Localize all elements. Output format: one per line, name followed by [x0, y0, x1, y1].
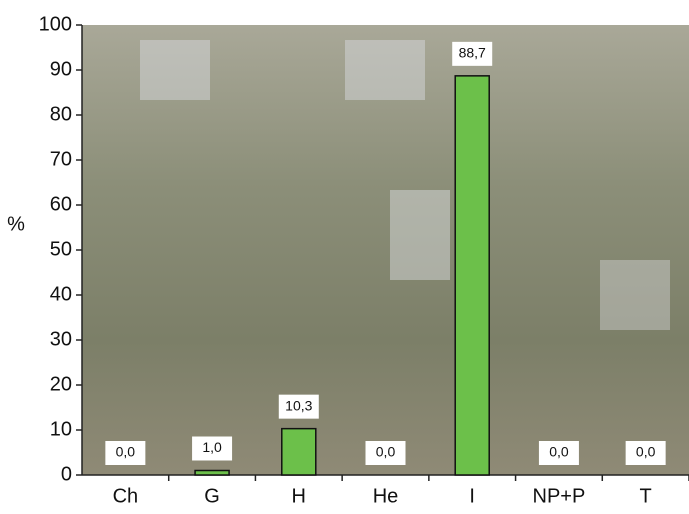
photo-highlight — [345, 40, 425, 100]
value-label-box — [538, 441, 579, 465]
y-tick-label: 40 — [50, 283, 72, 305]
photo-highlight — [600, 260, 670, 330]
y-tick-label: 0 — [61, 463, 72, 485]
bar — [454, 75, 490, 476]
x-tick-label: H — [292, 485, 306, 507]
x-tick-label: He — [373, 485, 399, 507]
y-tick-label: 90 — [50, 58, 72, 80]
value-label: 88,7 — [459, 45, 486, 61]
value-label-box — [105, 441, 146, 465]
y-axis-label: % — [7, 213, 25, 235]
value-label: 0,0 — [116, 444, 136, 460]
bar — [194, 469, 230, 476]
y-tick-label: 100 — [39, 13, 72, 35]
y-tick-label: 20 — [50, 373, 72, 395]
value-label-box — [365, 441, 406, 465]
value-label: 10,3 — [285, 397, 312, 413]
value-label: 1,0 — [202, 439, 222, 455]
value-label: 0,0 — [549, 444, 569, 460]
y-tick-label: 80 — [50, 103, 72, 125]
y-tick-label: 60 — [50, 193, 72, 215]
photo-highlight — [390, 190, 450, 280]
x-tick-label: NP+P — [533, 485, 586, 507]
y-tick-label: 70 — [50, 148, 72, 170]
value-label: 0,0 — [636, 444, 656, 460]
value-label-box — [625, 441, 666, 465]
value-label-box — [192, 436, 233, 461]
x-tick-label: G — [204, 485, 220, 507]
y-tick-label: 30 — [50, 328, 72, 350]
x-tick-label: Ch — [113, 485, 139, 507]
x-tick-label: I — [469, 485, 475, 507]
value-label-box — [452, 41, 493, 66]
y-tick-label: 50 — [50, 238, 72, 260]
x-tick-label: T — [640, 485, 652, 507]
y-tick-label: 10 — [50, 418, 72, 440]
value-label: 0,0 — [376, 444, 396, 460]
value-label-box — [278, 394, 319, 419]
photo-highlight — [140, 40, 210, 100]
bar — [281, 427, 317, 476]
